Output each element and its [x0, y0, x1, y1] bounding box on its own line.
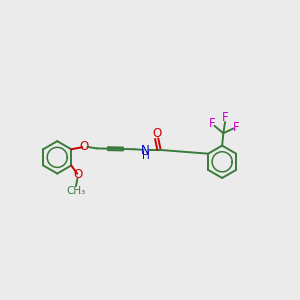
- Text: O: O: [80, 140, 89, 153]
- Text: N: N: [141, 144, 150, 157]
- Text: F: F: [222, 111, 228, 124]
- Text: F: F: [209, 117, 216, 130]
- Text: H: H: [142, 151, 149, 161]
- Text: O: O: [74, 168, 83, 182]
- Text: O: O: [152, 128, 161, 140]
- Text: F: F: [233, 121, 240, 134]
- Text: CH₃: CH₃: [66, 186, 85, 196]
